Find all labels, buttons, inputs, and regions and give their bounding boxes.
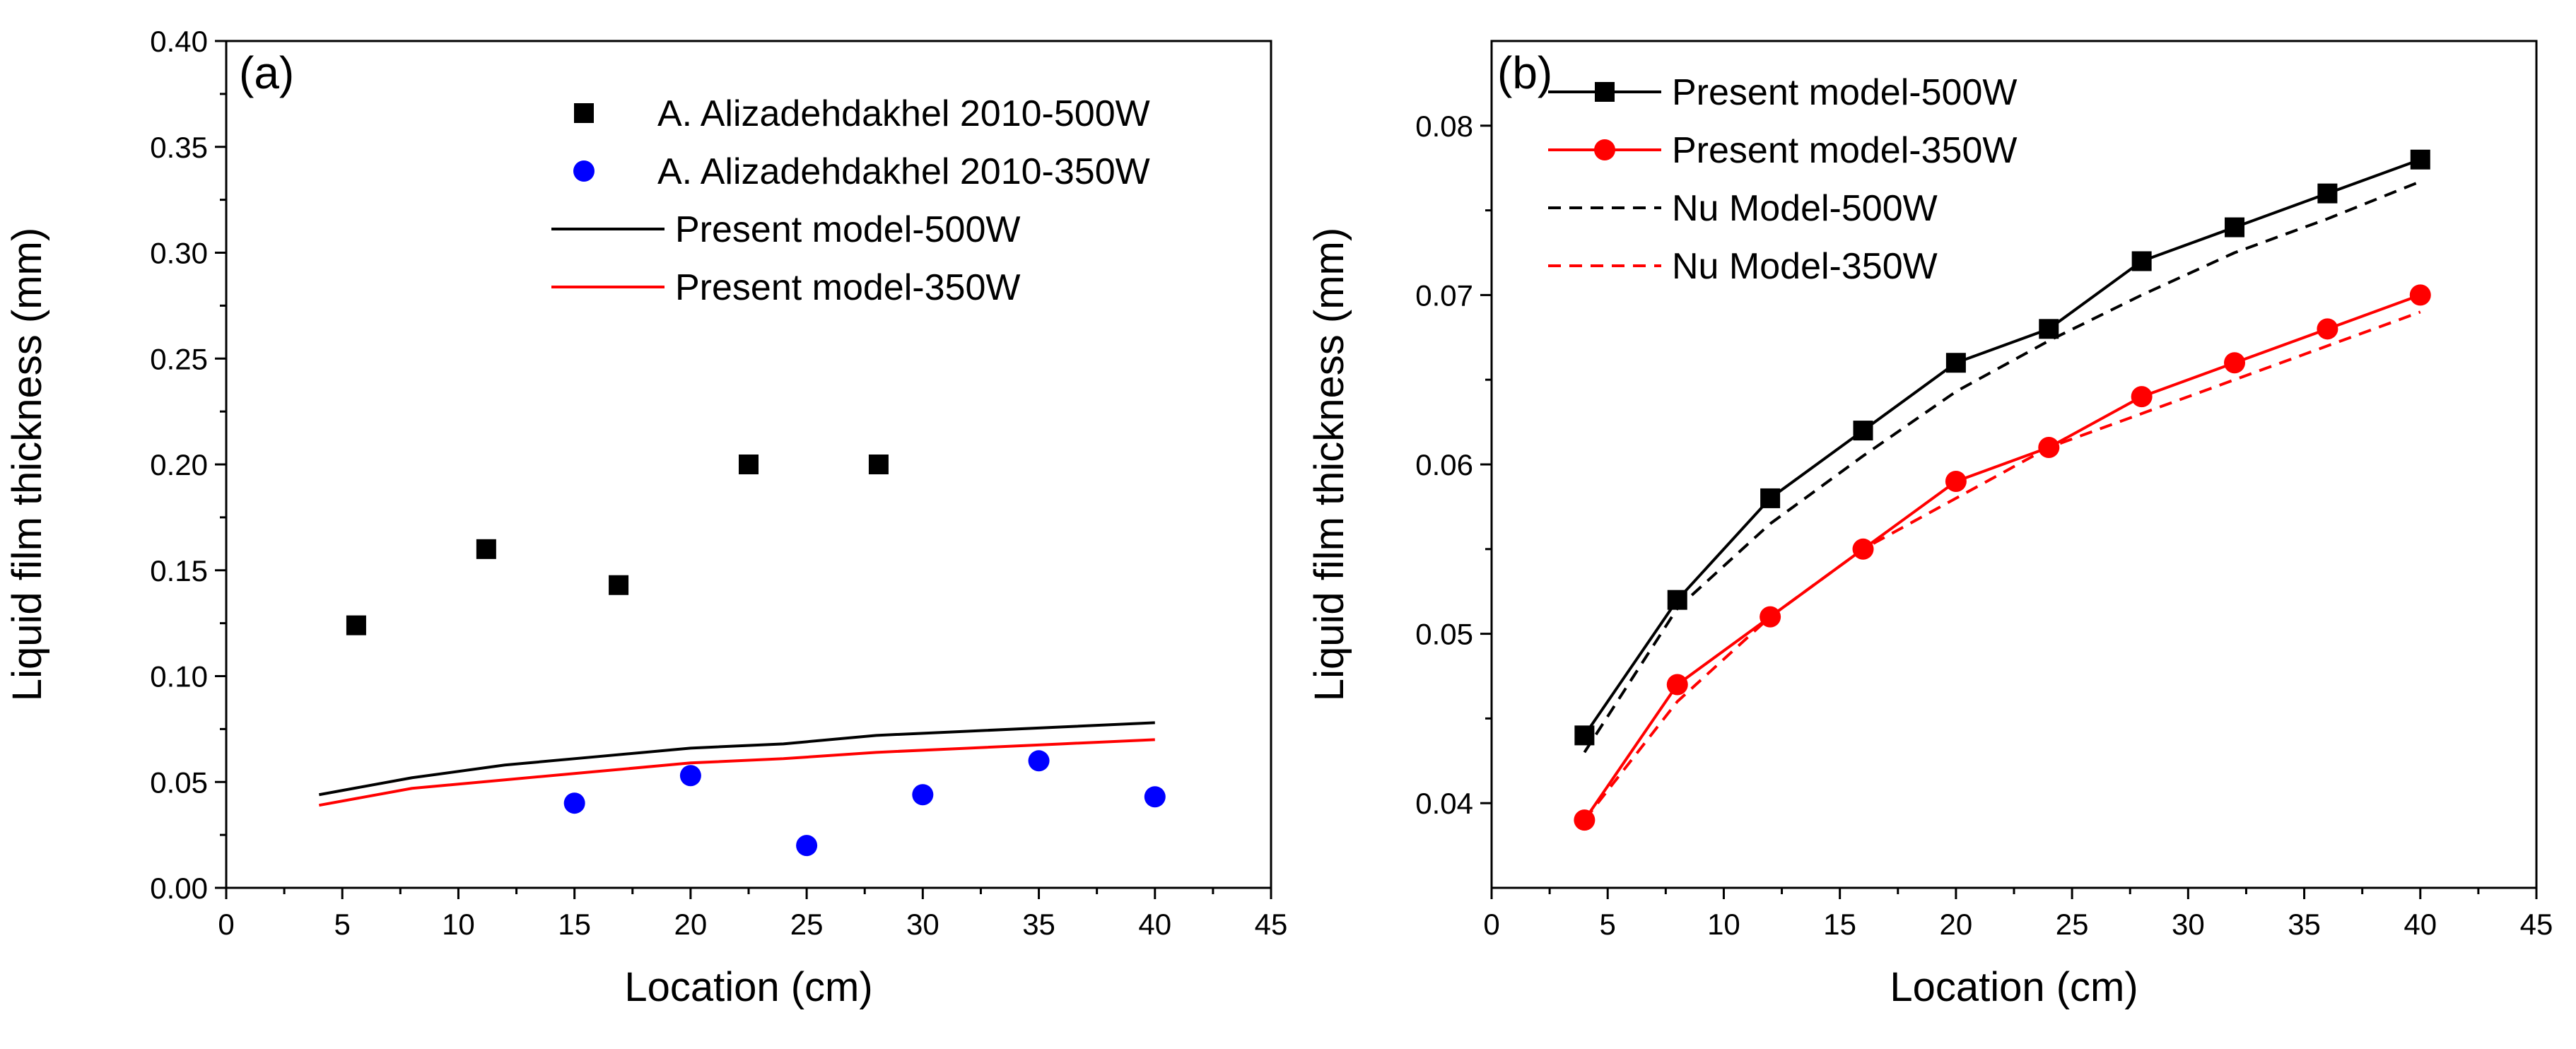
data-point bbox=[1144, 786, 1166, 808]
x-tick-label: 10 bbox=[442, 908, 475, 941]
data-point bbox=[1853, 421, 1873, 441]
y-tick-label: 0.08 bbox=[1415, 110, 1473, 143]
x-tick-label: 20 bbox=[1940, 908, 1973, 941]
x-tick-label: 10 bbox=[1707, 908, 1740, 941]
data-point bbox=[1945, 353, 1966, 373]
legend-label: Nu Model-500W bbox=[1672, 188, 1938, 229]
x-tick-label: 40 bbox=[1138, 908, 1171, 941]
y-tick-label: 0.00 bbox=[150, 872, 208, 905]
x-tick-label: 15 bbox=[1823, 908, 1856, 941]
legend: Present model-500W Present model-350W Nu M… bbox=[1548, 72, 2017, 287]
data-point bbox=[2224, 352, 2246, 374]
data-point bbox=[476, 539, 496, 559]
y-tick-label: 0.15 bbox=[150, 554, 208, 587]
legend-label: A. Alizadehdakhel 2010-500W bbox=[657, 93, 1150, 134]
series-line bbox=[1583, 293, 2421, 821]
x-tick-label: 25 bbox=[2056, 908, 2089, 941]
data-point bbox=[739, 455, 759, 474]
legend-label: Nu Model-350W bbox=[1672, 246, 1938, 287]
y-tick-label: 0.07 bbox=[1415, 279, 1473, 312]
panel-b: 0 5 10 15 20 25 30 35 40 45 0.04 0.05 0.06 0.07 0.08 Lo… bbox=[1306, 40, 2553, 1010]
data-point bbox=[2225, 217, 2245, 238]
y-axis-title: Liquid film thickness (mm) bbox=[4, 228, 50, 701]
data-point bbox=[2409, 284, 2431, 306]
series-line bbox=[319, 721, 1155, 797]
data-point bbox=[346, 615, 366, 635]
data-point bbox=[868, 455, 889, 474]
x-axis-title: Location (cm) bbox=[1890, 964, 2138, 1010]
data-point bbox=[609, 575, 629, 595]
series-nu-model-500w bbox=[1583, 180, 2421, 754]
legend-label: A. Alizadehdakhel 2010-350W bbox=[657, 151, 1150, 192]
data-point bbox=[1945, 470, 1967, 492]
x-tick-label: 45 bbox=[1255, 908, 1288, 941]
data-point bbox=[2317, 183, 2338, 204]
series-present-model-350w bbox=[319, 738, 1155, 807]
legend: A. Alizadehdakhel 2010-500W A. Alizadehda… bbox=[551, 93, 1150, 308]
series-line bbox=[1583, 310, 2421, 821]
data-point bbox=[679, 765, 701, 787]
data-point bbox=[796, 835, 818, 857]
x-tick-label: 15 bbox=[558, 908, 591, 941]
data-point bbox=[2131, 386, 2153, 408]
series-present-model-500w bbox=[1574, 149, 2430, 746]
x-tick-label: 30 bbox=[2172, 908, 2205, 941]
panel-label: (a) bbox=[239, 47, 294, 98]
y-tick-label: 0.25 bbox=[150, 342, 208, 375]
x-tick-label: 45 bbox=[2520, 908, 2553, 941]
y-tick-label: 0.06 bbox=[1415, 448, 1473, 481]
y-tick-label: 0.05 bbox=[150, 766, 208, 799]
y-tick-label: 0.40 bbox=[150, 25, 208, 58]
data-point bbox=[912, 784, 934, 806]
x-tick-label: 35 bbox=[1022, 908, 1055, 941]
data-point bbox=[2410, 149, 2430, 170]
legend-label: Present model-350W bbox=[675, 267, 1020, 308]
series-a-alizadehdakhel-2010-500w bbox=[346, 455, 889, 635]
data-point bbox=[2039, 319, 2059, 339]
data-point bbox=[2131, 251, 2152, 271]
panel-label: (b) bbox=[1497, 47, 1552, 98]
y-tick-label: 0.30 bbox=[150, 237, 208, 270]
legend-marker bbox=[1595, 82, 1615, 102]
legend-marker bbox=[573, 160, 595, 182]
y-axis-title: Liquid film thickness (mm) bbox=[1306, 228, 1352, 701]
series-line bbox=[1583, 158, 2421, 737]
data-point bbox=[563, 792, 585, 814]
x-tick-label: 30 bbox=[906, 908, 939, 941]
x-tick-label: 0 bbox=[1483, 908, 1499, 941]
x-axis-title: Location (cm) bbox=[624, 964, 872, 1010]
legend-label: Present model-350W bbox=[1672, 130, 2017, 171]
y-tick-label: 0.20 bbox=[150, 448, 208, 481]
y-tick-label: 0.35 bbox=[150, 131, 208, 164]
series-present-model-500w bbox=[319, 721, 1155, 797]
legend-label: Present model-500W bbox=[675, 209, 1020, 250]
data-point bbox=[1760, 488, 1781, 508]
x-tick-label: 40 bbox=[2404, 908, 2437, 941]
series-line bbox=[1583, 180, 2421, 754]
legend-marker bbox=[574, 103, 594, 123]
y-tick-label: 0.05 bbox=[1415, 618, 1473, 651]
x-tick-label: 5 bbox=[1600, 908, 1616, 941]
series-nu-model-350w bbox=[1583, 310, 2421, 821]
x-tick-label: 20 bbox=[674, 908, 708, 941]
x-tick-label: 0 bbox=[218, 908, 234, 941]
y-tick-label: 0.10 bbox=[150, 660, 208, 693]
x-tick-label: 5 bbox=[334, 908, 351, 941]
y-tick-label: 0.04 bbox=[1415, 787, 1473, 820]
legend-label: Present model-500W bbox=[1672, 72, 2017, 113]
x-tick-label: 25 bbox=[790, 908, 824, 941]
series-a-alizadehdakhel-2010-350w bbox=[563, 750, 1166, 857]
data-point bbox=[2317, 318, 2338, 340]
panel-a: 0 5 10 15 20 25 30 35 40 45 0.00 0.05 0.10 0.15 0.20 0.… bbox=[4, 25, 1287, 1010]
x-tick-label: 35 bbox=[2288, 908, 2321, 941]
data-point bbox=[1666, 674, 1688, 696]
data-point bbox=[1028, 750, 1050, 772]
legend-marker bbox=[1594, 139, 1615, 160]
series-line bbox=[319, 738, 1155, 807]
